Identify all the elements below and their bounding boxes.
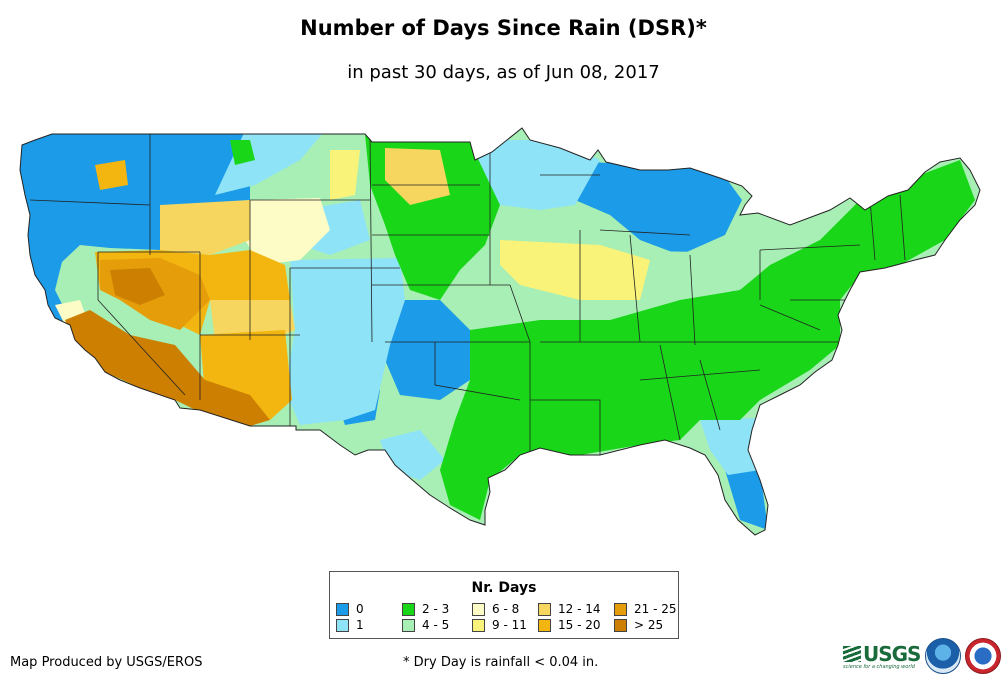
zone-12-14-days (385, 148, 450, 205)
footnote-text: * Dry Day is rainfall < 0.04 in. (403, 655, 599, 670)
legend-label: 21 - 25 (634, 602, 677, 616)
zone-over-25-days (110, 268, 165, 305)
legend-swatch (538, 603, 551, 616)
zone-15-20-days (95, 160, 128, 190)
legend-swatch (402, 619, 415, 632)
legend-item: 2 - 3 (402, 603, 449, 616)
legend-title: Nr. Days (471, 580, 537, 596)
legend-item: 6 - 8 (472, 603, 519, 616)
usgs-logo: USGS (843, 642, 921, 666)
agency-logos: USGS science for a changing world (843, 638, 1003, 678)
noaa-logo (925, 638, 961, 674)
zone-2-3-days (230, 140, 255, 165)
zone-12-14-days (160, 200, 250, 255)
legend-item: > 25 (614, 619, 663, 632)
zone-1-day (215, 128, 330, 195)
legend-swatch (472, 619, 485, 632)
legend-label: 6 - 8 (492, 602, 520, 616)
legend-item: 4 - 5 (402, 619, 449, 632)
zone-6-8-days (245, 198, 330, 265)
state-boundaries (29, 133, 906, 460)
legend-label: 2 - 3 (422, 602, 450, 616)
legend-swatch (336, 619, 349, 632)
us-dsr-map (19, 127, 981, 536)
legend-swatch (538, 619, 551, 632)
credit-text: Map Produced by USGS/EROS (10, 655, 203, 670)
legend-item: 21 - 25 (614, 603, 677, 616)
legend-item: 15 - 20 (538, 619, 601, 632)
legend-item: 1 (336, 619, 364, 632)
map-title: Number of Days Since Rain (DSR)* (300, 16, 707, 40)
legend-swatch (614, 619, 627, 632)
legend-swatch (614, 603, 627, 616)
legend-label: 9 - 11 (492, 618, 527, 632)
legend-label: 0 (356, 602, 364, 616)
zone-9-11-days (330, 150, 360, 200)
zone-1-day (470, 140, 600, 210)
zone-0-days (560, 160, 742, 255)
map-subtitle: in past 30 days, as of Jun 08, 2017 (347, 62, 660, 83)
zone-9-11-days (500, 240, 650, 300)
legend: Nr. Days 0 1 2 - 3 4 - 5 6 - 8 9 - 11 12 - 14 1… (329, 571, 679, 639)
usgs-tagline: science for a changing world (843, 664, 915, 670)
legend-swatch (336, 603, 349, 616)
legend-label: 15 - 20 (558, 618, 601, 632)
legend-item: 9 - 11 (472, 619, 527, 632)
legend-label: 4 - 5 (422, 618, 450, 632)
zone-0-days (725, 470, 768, 530)
zone-1-day (285, 258, 405, 425)
zone-1-day (700, 418, 760, 475)
legend-label: 1 (356, 618, 364, 632)
legend-item: 0 (336, 603, 364, 616)
zone-2-3-days (440, 160, 975, 520)
zone-over-25-days (65, 310, 270, 426)
legend-swatch (402, 603, 415, 616)
legend-item: 12 - 14 (538, 603, 601, 616)
legend-label: 12 - 14 (558, 602, 601, 616)
legend-label: > 25 (634, 618, 664, 632)
nws-logo (965, 638, 1001, 674)
legend-swatch (472, 603, 485, 616)
zone-0-days (385, 300, 470, 400)
